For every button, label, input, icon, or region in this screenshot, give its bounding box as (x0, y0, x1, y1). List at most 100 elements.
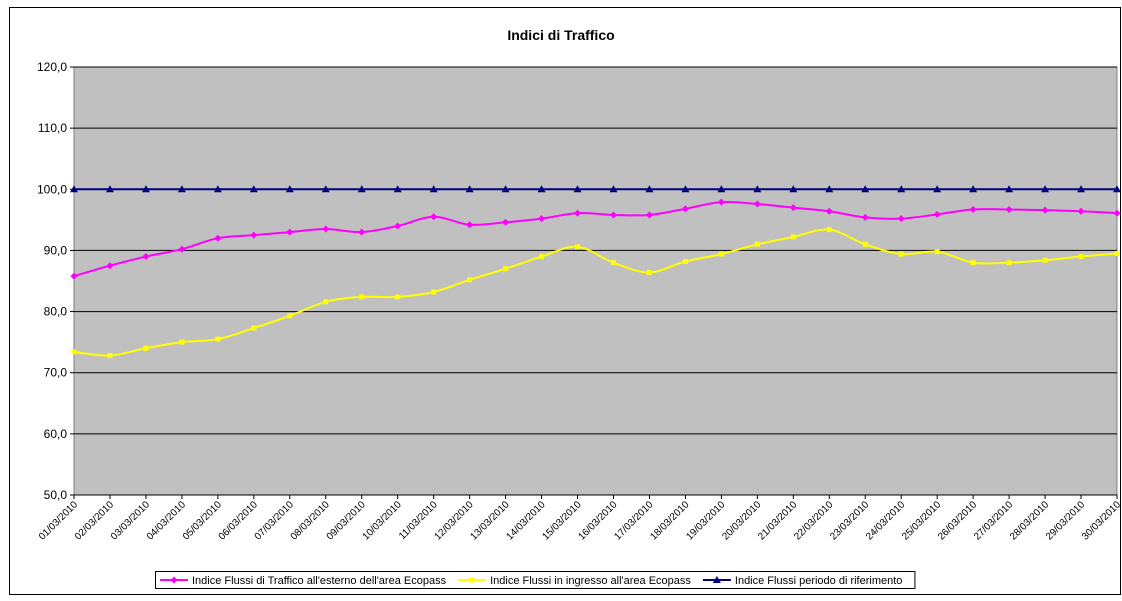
data-point (322, 225, 330, 233)
legend-marker (469, 577, 475, 583)
data-point (897, 215, 905, 223)
data-point (105, 185, 114, 193)
data-point (1113, 185, 1121, 193)
data-point (753, 185, 762, 193)
y-tick-label: 50,0 (44, 488, 68, 502)
data-point (429, 185, 438, 193)
data-point (1078, 254, 1084, 260)
data-point (70, 272, 78, 280)
data-point (357, 185, 366, 193)
plot-area (73, 66, 1118, 496)
data-point (970, 260, 976, 266)
y-tick-label: 120,0 (37, 60, 67, 74)
data-point (718, 251, 724, 257)
data-point (826, 227, 832, 233)
data-point (359, 294, 365, 300)
data-point (645, 211, 653, 219)
data-point (1042, 257, 1048, 263)
data-point (287, 313, 293, 319)
data-point (862, 241, 868, 247)
data-point (681, 205, 689, 213)
legend-label: Indice Flussi in ingresso all'area Ecopa… (490, 575, 691, 587)
data-point (431, 289, 437, 295)
data-point (502, 218, 510, 226)
legend-marker (712, 576, 721, 583)
data-point (177, 185, 186, 193)
data-point (178, 245, 186, 253)
data-point (645, 185, 654, 193)
data-point (215, 336, 221, 342)
data-point (71, 349, 77, 355)
data-point (609, 185, 618, 193)
data-point (573, 185, 582, 193)
data-point (789, 204, 797, 212)
data-point (70, 185, 78, 193)
y-tick-label: 90,0 (44, 243, 68, 257)
legend: Indice Flussi di Traffico all'esterno de… (155, 571, 916, 589)
data-point (503, 266, 509, 272)
data-point (609, 211, 617, 219)
data-point (107, 353, 113, 359)
data-point (1006, 260, 1012, 266)
data-point (646, 269, 652, 275)
data-point (465, 185, 474, 193)
data-point (933, 210, 941, 218)
data-point (1114, 250, 1120, 256)
y-tick-label: 60,0 (44, 427, 68, 441)
data-point (321, 185, 330, 193)
data-point (682, 258, 688, 264)
data-point (106, 262, 114, 270)
y-tick-label: 100,0 (37, 182, 67, 196)
data-point (1077, 185, 1086, 193)
y-tick-label: 70,0 (44, 366, 68, 380)
data-point (286, 228, 294, 236)
data-point (323, 299, 329, 305)
data-point (537, 185, 546, 193)
data-point (717, 185, 726, 193)
legend-box (155, 571, 916, 589)
data-point (789, 185, 798, 193)
data-point (825, 185, 834, 193)
data-point (539, 254, 545, 260)
legend-label: Indice Flussi periodo di riferimento (735, 575, 903, 587)
data-point (610, 260, 616, 266)
data-point (1113, 209, 1121, 217)
data-point (179, 339, 185, 345)
legend-marker (170, 576, 178, 584)
data-point (754, 241, 760, 247)
data-point (1041, 185, 1050, 193)
data-point (897, 185, 906, 193)
data-point (395, 294, 401, 300)
data-point (825, 207, 833, 215)
data-point (467, 277, 473, 283)
data-point (538, 215, 546, 223)
data-point (394, 222, 402, 230)
data-point (285, 185, 294, 193)
data-point (1077, 207, 1085, 215)
data-point (898, 251, 904, 257)
data-point (358, 228, 366, 236)
data-point (717, 198, 725, 206)
series-line (73, 228, 1118, 357)
chart-title: Indici di Traffico (507, 27, 614, 43)
data-point (430, 213, 438, 221)
legend-label: Indice Flussi di Traffico all'esterno de… (192, 575, 447, 587)
data-point (1041, 206, 1049, 214)
data-point (214, 234, 222, 242)
data-point (501, 185, 510, 193)
data-point (969, 205, 977, 213)
data-point (861, 185, 870, 193)
data-point (861, 213, 869, 221)
data-point (251, 325, 257, 331)
data-point (753, 200, 761, 208)
data-point (969, 185, 978, 193)
data-point (213, 185, 222, 193)
y-tick-label: 80,0 (44, 305, 68, 319)
data-point (575, 244, 581, 250)
data-point (250, 231, 258, 239)
data-point (143, 345, 149, 351)
data-point (933, 185, 942, 193)
data-point (1005, 185, 1014, 193)
data-point (1005, 205, 1013, 213)
